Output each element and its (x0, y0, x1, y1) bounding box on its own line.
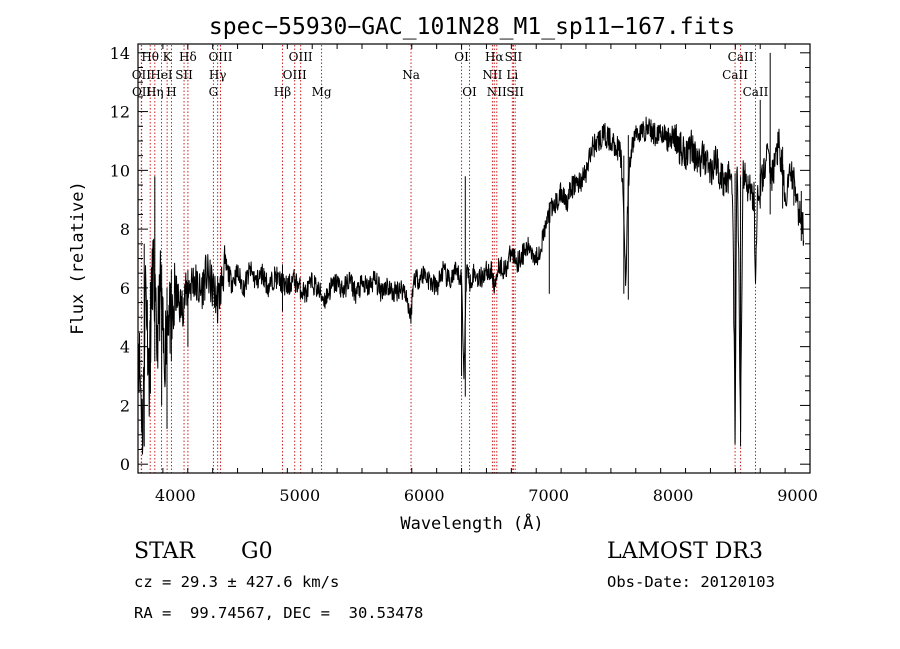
line-label-17: OI (454, 50, 469, 64)
line-label-4: HeI (150, 68, 173, 82)
spectral-line-markers (140, 45, 756, 473)
line-label-0: Hθ (141, 50, 159, 64)
x-axis: 4000 5000 6000 7000 8000 9000 (137, 44, 818, 505)
line-label-23: NII (487, 85, 507, 99)
y-tick-label-5: 10 (110, 161, 130, 180)
line-label-14: Hβ (274, 85, 291, 99)
x-axis-label: Wavelength (Å) (400, 512, 543, 534)
x-tick-label-5: 9000 (777, 486, 818, 505)
line-label-5: Hη (146, 85, 164, 99)
x-tick-label-2: 6000 (404, 486, 445, 505)
line-label-20: SII (505, 50, 523, 64)
coordinates-readout: RA = 99.74567, DEC = 30.53478 (134, 604, 424, 622)
spectral-subclass: G0 (241, 539, 273, 564)
line-label-8: H (166, 85, 176, 99)
line-label-11: G (209, 85, 219, 99)
y-tick-label-2: 4 (120, 338, 130, 357)
survey-name: LAMOST DR3 (607, 539, 763, 564)
y-axis-label: Flux (relative) (68, 181, 88, 335)
spectrum-features (143, 52, 802, 447)
y-tick-label-6: 12 (110, 103, 130, 122)
y-tick-label-3: 6 (120, 279, 130, 298)
line-label-18: OI (462, 85, 477, 99)
line-label-13: OIII (283, 68, 307, 82)
line-label-2: OII (132, 85, 152, 99)
y-tick-label-0: 0 (120, 455, 130, 474)
line-label-10: Hγ (209, 68, 227, 82)
line-label-1: OII (132, 68, 152, 82)
spectral-line-labels: Hθ OII OII K HeI Hη Hδ SII H OIII Hγ G OIII OIII Hβ Mg N… (132, 50, 769, 99)
line-label-6: Hδ (179, 50, 197, 64)
line-label-21: NII (482, 68, 502, 82)
line-label-19: Hα (485, 50, 504, 64)
y-tick-label-7: 14 (110, 44, 130, 63)
line-label-12: OIII (289, 50, 313, 64)
x-tick-label-4: 8000 (653, 486, 694, 505)
plot-frame (137, 43, 811, 474)
line-label-3: K (163, 50, 173, 64)
y-tick-label-4: 8 (120, 220, 130, 239)
line-label-15: Mg (312, 85, 332, 99)
y-tick-label-1: 2 (120, 396, 130, 415)
line-label-16: Na (402, 68, 420, 82)
chart-title: spec−55930−GAC_101N28_M1_sp11−167.fits (209, 14, 735, 40)
x-tick-label-0: 4000 (155, 486, 196, 505)
x-tick-label-1: 5000 (279, 486, 320, 505)
line-label-26: CaII (722, 68, 748, 82)
y-axis: 0 2 4 6 8 10 12 14 (110, 44, 810, 474)
object-class: STAR (134, 539, 195, 564)
obs-date: Obs-Date: 20120103 (607, 573, 775, 591)
spectrum-line (137, 116, 805, 455)
redshift-readout: cz = 29.3 ± 427.6 km/s (134, 573, 340, 591)
line-label-9: OIII (208, 50, 232, 64)
line-label-22: Li (506, 68, 518, 82)
line-label-27: CaII (743, 85, 769, 99)
line-label-7: SII (175, 68, 193, 82)
x-tick-label-3: 7000 (528, 486, 569, 505)
line-label-24: SII (506, 85, 524, 99)
line-label-25: CaII (728, 50, 754, 64)
